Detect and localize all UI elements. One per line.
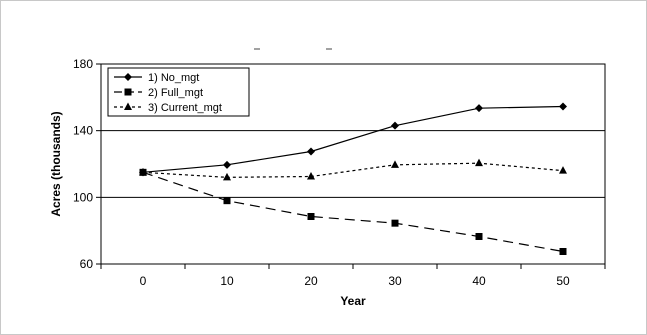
series-3 [139, 158, 567, 181]
data-point-2-4 [475, 233, 483, 240]
data-point-3-4 [475, 158, 483, 167]
x-tick-label-5: 50 [556, 274, 570, 288]
x-tick-label-4: 40 [472, 274, 486, 288]
y-axis-label: Acres (thousands) [49, 111, 63, 216]
x-tick-label-1: 10 [220, 274, 234, 288]
y-tick-label-3: 180 [73, 57, 93, 71]
y-axis: 60 100 140 180 [73, 57, 101, 271]
data-point-3-1 [223, 172, 231, 181]
legend-marker-3 [124, 102, 132, 110]
legend-item-3: 3) Current_mgt [114, 102, 222, 114]
legend: 1) No_mgt 2) Full_mgt 3) Current_mgt [107, 67, 250, 117]
data-point-1-4 [475, 104, 483, 113]
x-tick-label-3: 30 [388, 274, 402, 288]
data-point-1-1 [223, 160, 231, 169]
grid-lines [101, 130, 605, 198]
data-point-3-5 [559, 166, 567, 174]
legend-marker-1 [124, 73, 132, 81]
data-point-1-2 [307, 147, 315, 156]
x-tick-label-2: 20 [304, 274, 318, 288]
legend-item-2: 2) Full_mgt [114, 87, 203, 99]
x-axis-label: Year [340, 294, 366, 308]
x-tick-label-0: 0 [140, 274, 147, 288]
data-point-3-3 [391, 160, 399, 168]
legend-label-1: 1) No_mgt [148, 72, 199, 84]
y-tick-label-1: 100 [73, 190, 93, 204]
data-point-2-5 [559, 248, 567, 255]
series-layer [139, 102, 567, 255]
data-point-2-3 [391, 219, 399, 227]
legend-label-3: 3) Current_mgt [148, 102, 222, 114]
series-line-3 [142, 162, 564, 178]
data-point-1-5 [559, 102, 567, 111]
data-point-3-2 [307, 172, 315, 180]
y-tick-label-2: 140 [73, 124, 93, 138]
x-axis: 0 10 20 30 40 50 [100, 264, 606, 288]
y-tick-label-0: 60 [80, 257, 94, 271]
series-line-1 [142, 105, 564, 173]
legend-marker-2 [124, 88, 132, 96]
series-line-2 [142, 171, 564, 253]
data-point-2-2 [307, 213, 315, 220]
legend-label-2: 2) Full_mgt [148, 87, 203, 99]
series-2 [139, 168, 567, 255]
legend-item-1: 1) No_mgt [114, 72, 199, 84]
data-point-2-1 [223, 197, 231, 205]
data-point-1-3 [391, 121, 399, 130]
data-point-3-0 [139, 167, 147, 176]
